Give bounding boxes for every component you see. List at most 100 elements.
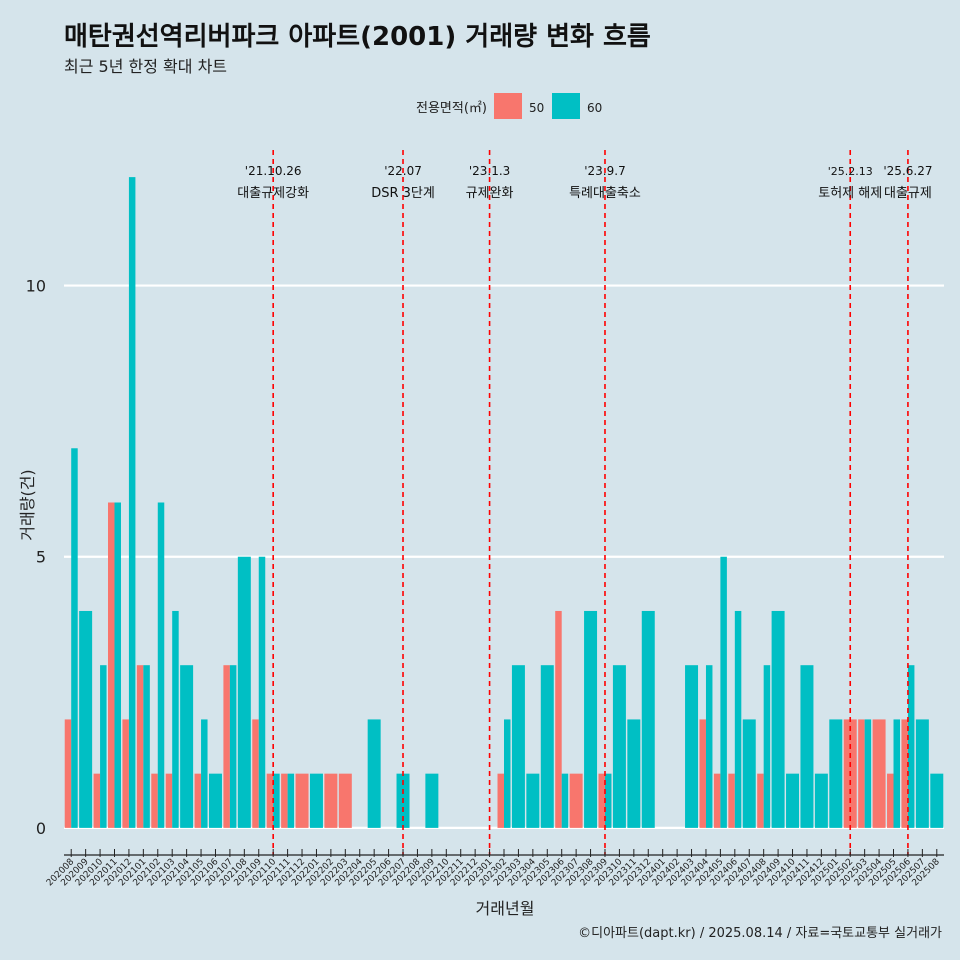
legend-label-50: 50 [529,101,544,115]
event-label: 규제완화 [466,186,514,201]
event-date-label: '23.1.3 [469,164,510,178]
bar-60-202505 [893,719,900,828]
bars [64,177,944,828]
x-axis-label: 거래년월 [476,899,535,918]
bar-60-202501 [829,719,843,828]
event-markers: '21.10.26 대출규제강화 '22.07 DSR 3단계 '23.1.3 규제완화 '… [237,150,932,855]
bar-60-202410 [786,773,800,828]
bar-60-202109 [258,556,266,828]
bar-50-202203 [338,773,352,828]
bar-60-202008 [71,448,78,828]
y-tick-label: 0 [36,819,46,838]
y-tick-label: 10 [26,277,46,296]
legend-swatch-60 [552,93,580,119]
event-label: 대출규제 [884,186,932,201]
chart-subtitle: 최근 5년 한정 확대 차트 [64,57,228,76]
bar-60-202406 [734,610,742,828]
event-label: 특례대출축소 [569,186,641,201]
bar-50-202112 [295,773,309,828]
legend: 전용면적(㎡) 50 60 [416,93,602,119]
bar-60-202408 [763,665,771,828]
bar-50-202506 [901,719,908,828]
bar-50-202105 [194,773,202,828]
caption: ©디아파트(dapt.kr) / 2025.08.14 / 자료=국토교통부 실… [578,926,942,941]
bar-50-202102 [151,773,158,828]
bar-50-202503 [858,719,865,828]
bar-60-202411 [800,665,814,828]
bar-60-202103 [172,610,179,828]
event-date-label: '25.2.13 [828,165,873,178]
bar-60-202009 [79,610,93,828]
bar-50-202012 [122,719,129,828]
bar-50-202111 [281,773,288,828]
bar-60-202101 [143,665,150,828]
bar-60-202107 [229,665,237,828]
bar-50-202505 [887,773,894,828]
bar-50-202302 [497,773,504,828]
chart-title: 매탄권선역리버파크 아파트(2001) 거래량 변화 흐름 [64,22,651,52]
bar-60-202311 [627,719,641,828]
bar-60-202306 [561,773,569,828]
bar-50-202101 [136,665,144,828]
bar-50-202405 [713,773,721,828]
bar-60-202412 [814,773,828,828]
bar-50-202307 [569,773,583,828]
bar-60-202304 [526,773,540,828]
legend-swatch-50 [494,93,522,119]
bar-60-202111 [287,773,295,828]
bar-50-202202 [324,773,338,828]
bar-60-202201 [309,773,323,828]
legend-label-60: 60 [587,101,602,115]
bar-60-202302 [504,719,511,828]
bar-60-202303 [511,665,525,828]
bar-60-202405 [720,556,727,828]
bar-60-202205 [367,719,381,828]
bar-50-202107 [223,665,230,828]
bar-60-202102 [157,502,165,828]
event-date-label: '23.9.7 [584,164,625,178]
bar-50-202110 [266,773,274,828]
bar-50-202011 [108,502,115,828]
bar-60-202506 [907,665,915,828]
event-label: 대출규제강화 [237,186,309,201]
bar-60-202309 [604,773,612,828]
bar-60-202305 [540,665,554,828]
bar-60-202011 [114,502,121,828]
event-label: DSR 3단계 [371,186,435,201]
y-axis-ticks: 0 5 10 [26,277,46,838]
bar-50-202408 [757,773,764,828]
y-axis-label: 거래량(건) [18,469,37,540]
bar-60-202010 [100,665,107,828]
y-tick-label: 5 [36,548,46,567]
bar-50-202404 [699,719,706,828]
bar-60-202503 [864,719,872,828]
bar-50-202309 [598,773,605,828]
bar-60-202407 [742,719,756,828]
bar-60-202108 [237,556,251,828]
bar-50-202010 [93,773,101,828]
bar-60-202105 [201,719,208,828]
bar-60-202310 [612,665,626,828]
event-date-label: '25.6.27 [883,164,932,178]
legend-title: 전용면적(㎡) [416,101,487,116]
event-label: 토허제 해제 [818,186,882,201]
bar-50-202109 [252,719,259,828]
bar-60-202507 [915,719,929,828]
bar-60-202209 [425,773,439,828]
bar-60-202312 [641,610,655,828]
bar-50-202406 [728,773,735,828]
bar-60-202409 [771,610,785,828]
bar-60-202110 [273,773,280,828]
bar-50-202306 [555,610,562,828]
bar-50-202504 [872,719,886,828]
event-date-label: '21.10.26 [245,164,302,178]
bar-60-202104 [180,665,194,828]
bar-60-202106 [208,773,222,828]
bar-60-202508 [930,773,944,828]
bar-60-202308 [584,610,598,828]
bar-60-202404 [705,665,713,828]
bar-60-202012 [128,177,136,828]
x-axis: 2020082020092020102020112020122021012021… [45,849,944,888]
bar-50-202103 [165,773,173,828]
